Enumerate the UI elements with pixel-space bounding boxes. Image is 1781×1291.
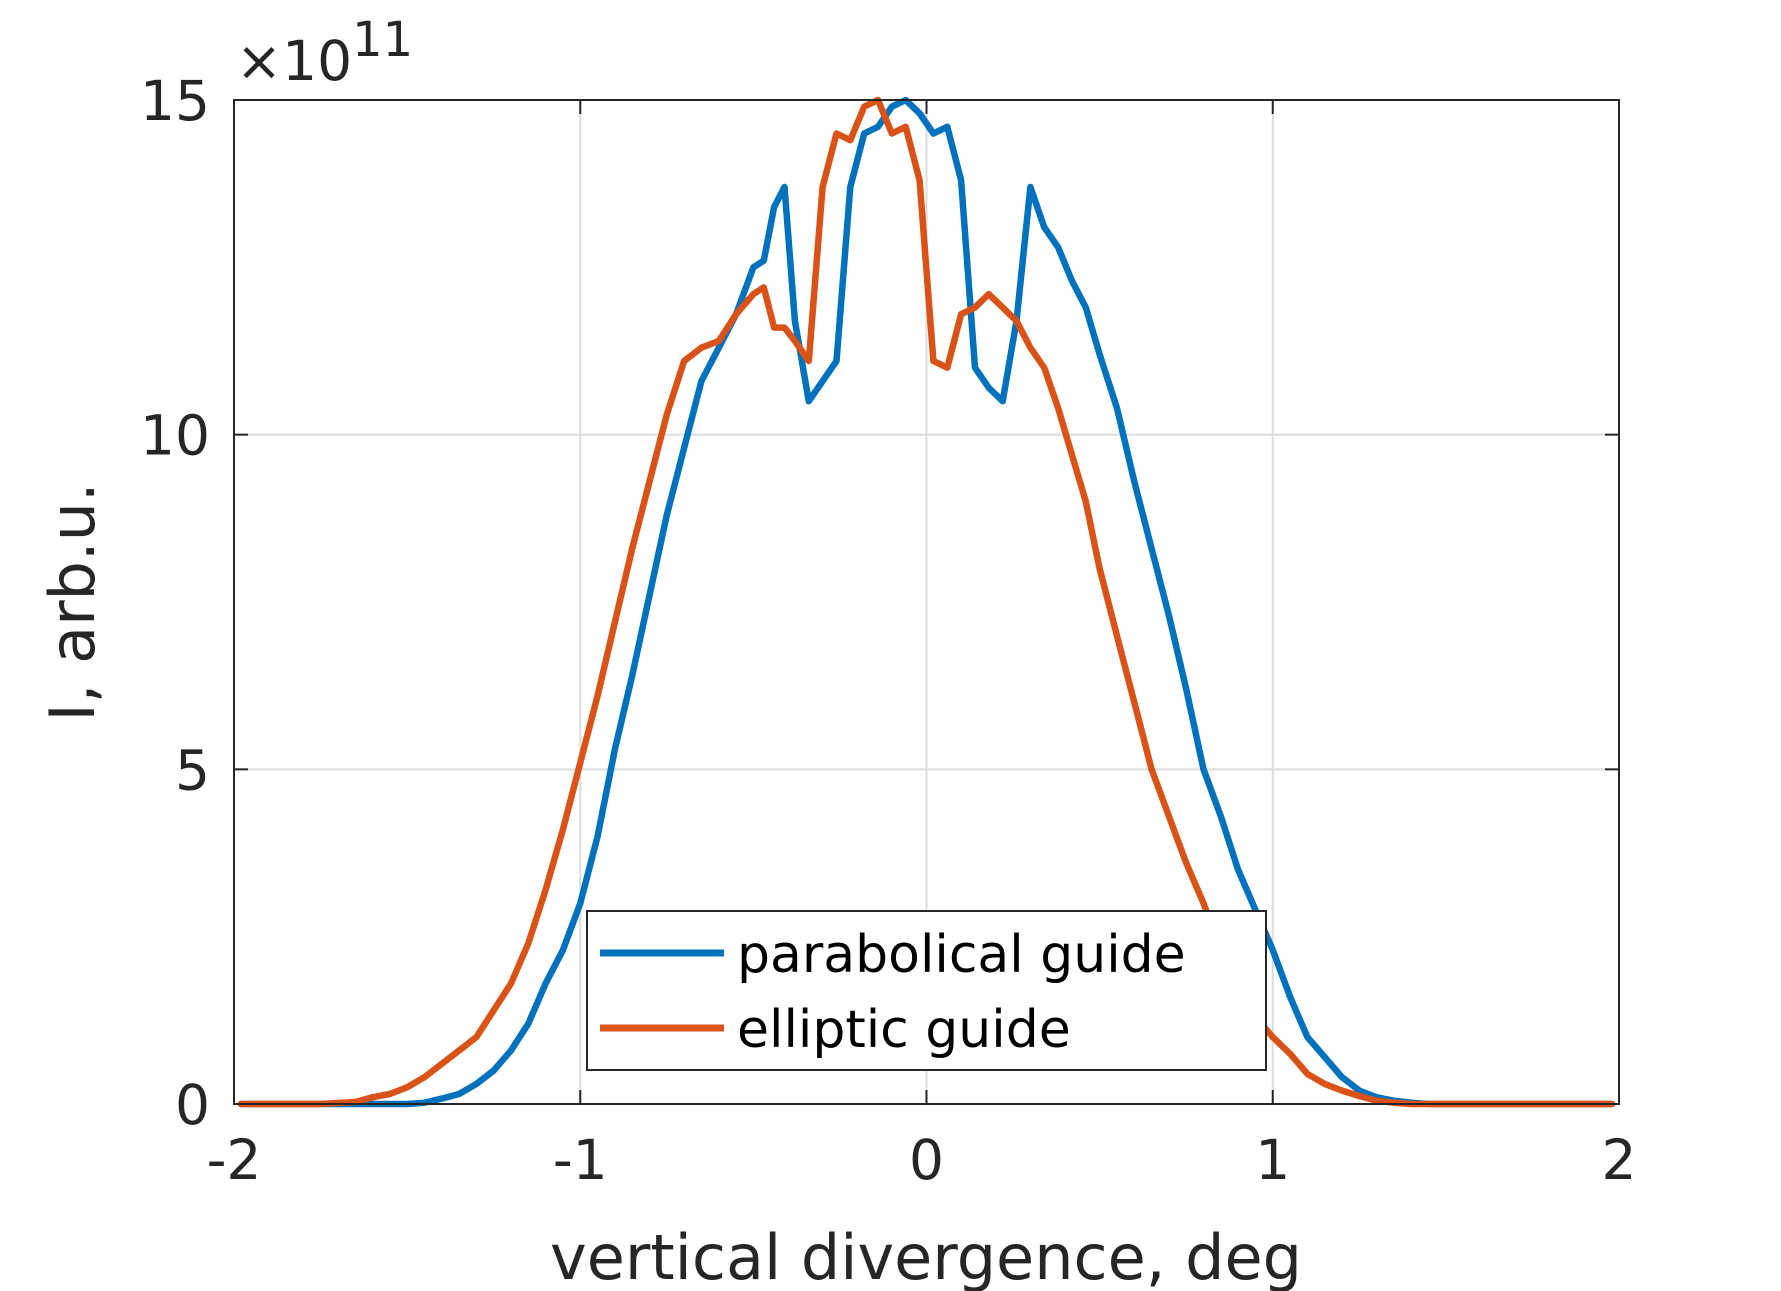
tick-labels: -2 -1 0 1 2 0 5 10 15 xyxy=(140,69,1637,1192)
y-exponent-base: ×10 xyxy=(236,29,352,93)
y-tick-label: 15 xyxy=(140,69,210,133)
legend-label-elliptic-guide: elliptic guide xyxy=(737,1000,1071,1060)
grid-lines xyxy=(234,100,1619,1104)
series-line-parabolical-guide xyxy=(237,96,1616,1108)
series-layer xyxy=(237,96,1616,1108)
legend-label-parabolical-guide: parabolical guide xyxy=(737,925,1186,985)
y-exponent-power: 11 xyxy=(352,12,413,68)
y-axis-label: I, arb.u. xyxy=(36,482,109,721)
y-exponent-label: ×1011 xyxy=(236,12,413,93)
axis-ticks xyxy=(233,99,1620,1105)
x-axis-label: vertical divergence, deg xyxy=(550,1221,1302,1291)
y-tick-label: 0 xyxy=(175,1073,210,1137)
y-tick-label: 10 xyxy=(140,404,210,468)
x-tick-label: 2 xyxy=(1602,1128,1637,1192)
legend-box xyxy=(586,910,1267,1071)
x-tick-label: 1 xyxy=(1255,1128,1290,1192)
x-tick-label: -2 xyxy=(207,1128,262,1192)
x-tick-label: -1 xyxy=(553,1128,608,1192)
series-line-elliptic-guide xyxy=(237,96,1616,1108)
legend: parabolical guide elliptic guide xyxy=(586,910,1267,1071)
x-tick-label: 0 xyxy=(909,1128,944,1192)
y-tick-label: 5 xyxy=(175,738,210,802)
